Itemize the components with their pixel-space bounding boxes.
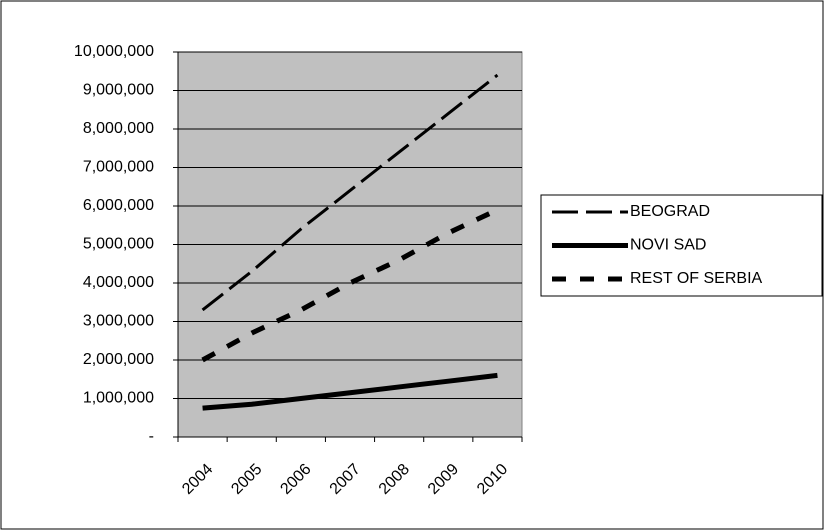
legend: BEOGRAD NOVI SAD REST OF SERBIA [540,194,823,297]
series-line [201,73,499,312]
y-tick-label: 1,000,000 [83,390,154,407]
y-tick-label: 9,000,000 [83,82,154,99]
legend-label: REST OF SERBIA [630,270,763,287]
legend-label: NOVI SAD [630,237,706,254]
series-line [201,207,499,363]
legend-label: BEOGRAD [630,203,710,220]
y-tick-label: 5,000,000 [83,236,154,253]
series-line [202,372,498,411]
y-tick-label: 8,000,000 [83,120,154,137]
y-tick-label: 7,000,000 [83,159,154,176]
y-tick-label: - [149,428,154,445]
y-tick-label: 4,000,000 [83,274,154,291]
y-tick-label: 6,000,000 [83,197,154,214]
y-tick-label: 3,000,000 [83,313,154,330]
y-tick-label: 2,000,000 [83,351,154,368]
y-tick-label: 10,000,000 [74,43,154,60]
